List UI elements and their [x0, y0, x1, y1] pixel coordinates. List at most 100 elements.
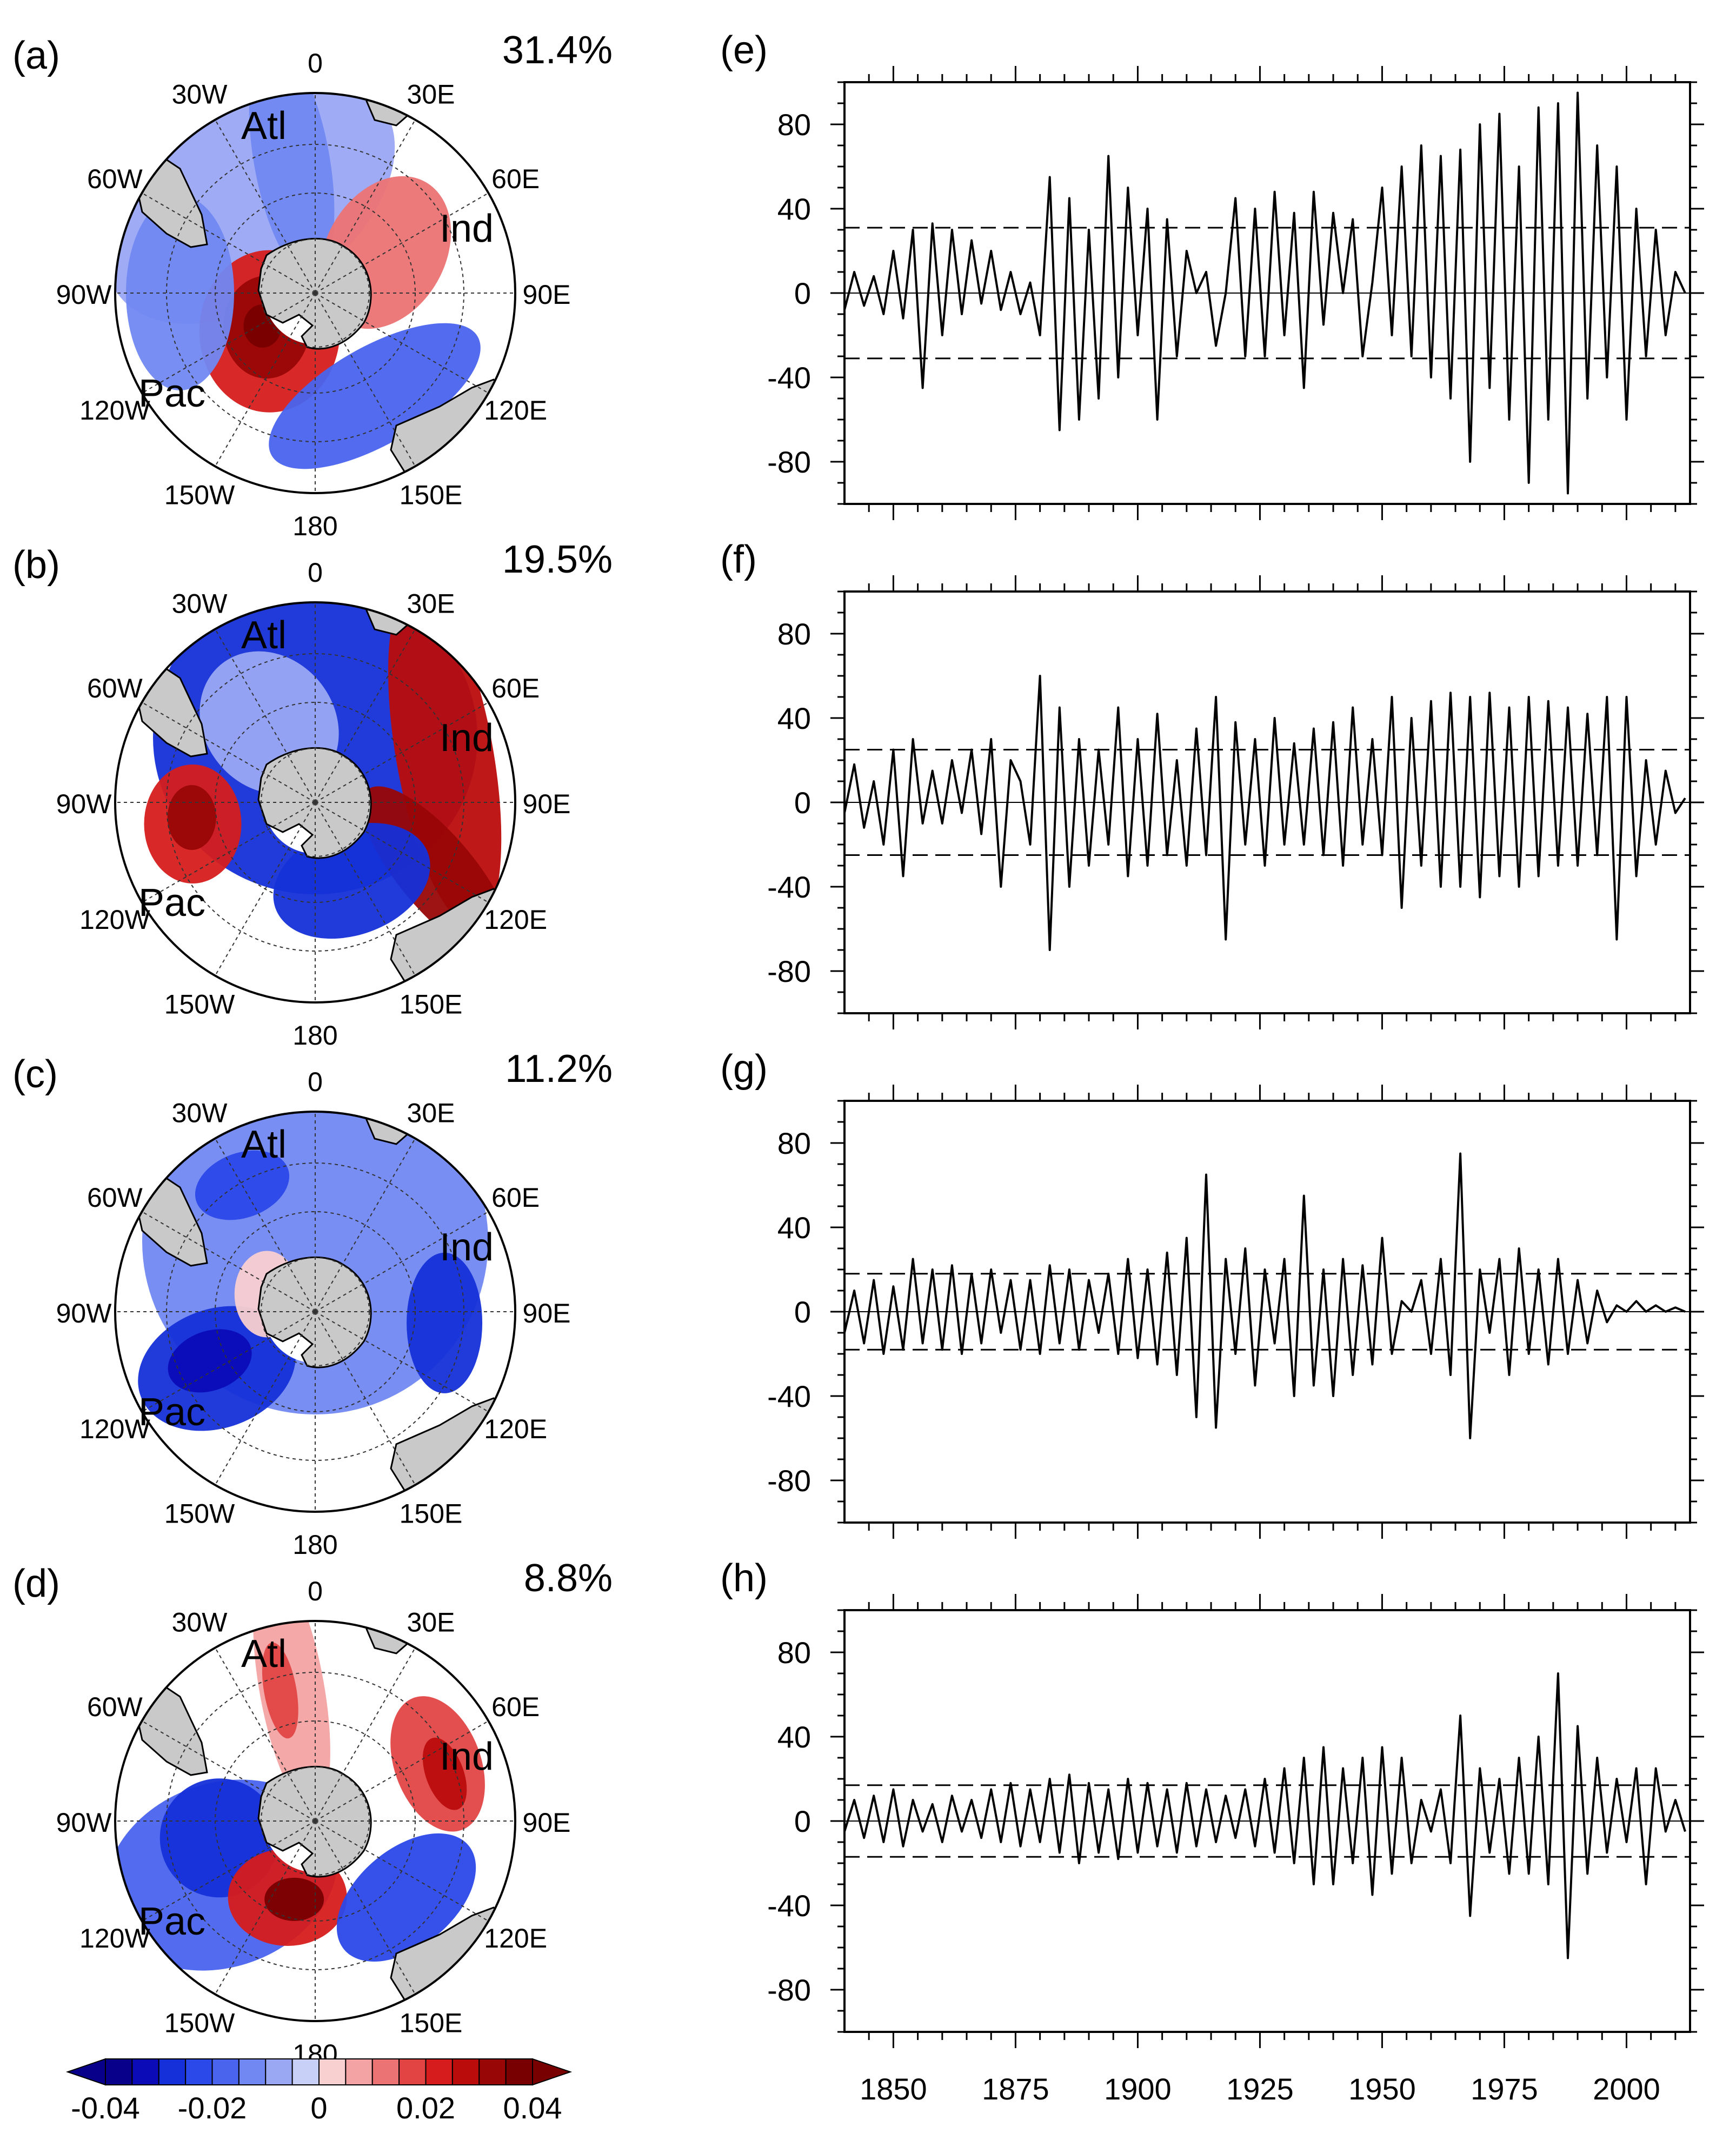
basin-label: Atl: [241, 104, 287, 148]
longitude-label: 90W: [56, 789, 112, 819]
longitude-label: 0: [308, 1067, 323, 1097]
longitude-label: 30W: [172, 79, 228, 109]
longitude-label: 180: [292, 1020, 337, 1051]
longitude-label: 30W: [172, 1098, 228, 1128]
explained-variance: 19.5%: [502, 538, 613, 581]
x-tick-label: 1875: [982, 2072, 1049, 2106]
longitude-label: 120W: [79, 1414, 150, 1444]
y-tick-label: 0: [794, 1804, 811, 1838]
colorbar-tick-label: -0.04: [71, 2091, 140, 2125]
colorbar-box: [131, 2058, 159, 2085]
y-tick-label: 80: [777, 1636, 811, 1670]
longitude-label: 150E: [400, 989, 463, 1020]
y-tick-label: 40: [777, 701, 811, 735]
longitude-label: 30W: [172, 1607, 228, 1637]
series-panel-label: (h): [720, 1557, 768, 1600]
series-line: [843, 675, 1686, 951]
y-tick-label: 0: [794, 786, 811, 820]
map-panel-label: (c): [12, 1053, 58, 1096]
colorbar-box: [185, 2058, 213, 2085]
y-tick-label: -80: [767, 445, 811, 479]
colorbar-max-arrow: [532, 2058, 573, 2086]
longitude-label: 120W: [79, 395, 150, 426]
y-tick-label: -40: [767, 1889, 811, 1923]
x-tick-label: 1950: [1348, 2072, 1416, 2106]
longitude-label: 30E: [407, 1098, 455, 1128]
basin-label: Pac: [138, 881, 205, 925]
longitude-label: 150W: [164, 1499, 235, 1529]
y-tick-label: 40: [777, 1720, 811, 1754]
longitude-label: 30E: [407, 1607, 455, 1637]
longitude-label: 150W: [164, 989, 235, 1020]
x-tick-label: 1900: [1104, 2072, 1172, 2106]
longitude-label: 90W: [56, 280, 112, 310]
basin-label: Ind: [440, 1735, 494, 1778]
longitude-label: 0: [308, 48, 323, 78]
longitude-label: 180: [292, 511, 337, 541]
longitude-label: 60W: [87, 164, 143, 194]
series-panel-label: (e): [720, 29, 768, 72]
y-tick-label: 80: [777, 108, 811, 142]
longitude-label: 90E: [523, 1298, 571, 1328]
colorbar-box: [318, 2058, 347, 2085]
y-tick-label: 80: [777, 1126, 811, 1160]
series-panel-label: (f): [720, 538, 757, 581]
longitude-label: 150E: [400, 1499, 463, 1529]
map-panel-d: 030E60E90E120E150E180150W120W90W60W30WAt…: [12, 1557, 613, 2069]
series-line: [843, 1152, 1686, 1439]
longitude-label: 60E: [491, 673, 540, 703]
y-tick-label: 40: [777, 1211, 811, 1245]
basin-label: Ind: [440, 1226, 494, 1269]
longitude-label: 90E: [523, 280, 571, 310]
longitude-label: 120E: [484, 905, 547, 935]
map-panel-c: 0 30E 60E 90E 120E 150E 180 150W 120W 90W 60W 30W At…: [12, 1047, 613, 1560]
series-panel-label: (g): [720, 1047, 768, 1091]
longitude-label: 60W: [87, 1182, 143, 1213]
map-panel-a: 0 30E 60E 90E 120E 150E 180 150W 120W 90W 60W 30W At…: [12, 29, 613, 541]
longitude-label: 90E: [523, 789, 571, 819]
y-tick-label: -40: [767, 361, 811, 395]
basin-label: Ind: [440, 207, 494, 250]
map-panel-label: (b): [12, 543, 60, 587]
basin-label: Atl: [241, 1123, 287, 1166]
longitude-label: 30E: [407, 588, 455, 619]
longitude-label: 60W: [87, 1692, 143, 1722]
y-tick-label: -40: [767, 870, 811, 904]
x-tick-label: 2000: [1593, 2072, 1660, 2106]
colorbar-box: [291, 2058, 320, 2085]
basin-label: Pac: [138, 1900, 205, 1943]
longitude-label: 180: [292, 1530, 337, 1560]
longitude-label: 90W: [56, 1808, 112, 1838]
colorbar-box: [425, 2058, 453, 2085]
colorbar-box: [265, 2058, 293, 2085]
longitude-label: 90E: [523, 1808, 571, 1838]
colorbar-tick-label: 0.04: [503, 2091, 562, 2125]
x-tick-label: 1975: [1471, 2072, 1538, 2106]
colorbar-box: [451, 2058, 480, 2085]
longitude-label: 120E: [484, 395, 547, 426]
longitude-label: 120E: [484, 1414, 547, 1444]
longitude-label: 150E: [400, 2008, 463, 2038]
y-tick-label: 80: [777, 617, 811, 651]
y-tick-label: -80: [767, 1464, 811, 1498]
colorbar-box: [345, 2058, 373, 2085]
x-tick-label: 1850: [860, 2072, 927, 2106]
longitude-label: 120W: [79, 905, 150, 935]
colorbar-box: [398, 2058, 427, 2085]
longitude-label: 0: [308, 1576, 323, 1606]
basin-label: Atl: [241, 614, 287, 657]
colorbar-box: [238, 2058, 267, 2085]
colorbar-box: [478, 2058, 507, 2085]
longitude-label: 120W: [79, 1923, 150, 1953]
y-tick-label: -80: [767, 1973, 811, 2007]
series-panel: (e) -80 -40 0 40 80: [720, 29, 1704, 520]
longitude-label: 150W: [164, 480, 235, 510]
longitude-label: 30W: [172, 588, 228, 619]
basin-label: Pac: [138, 1391, 205, 1434]
y-tick-label: -40: [767, 1379, 811, 1413]
x-tick-label: 1925: [1226, 2072, 1294, 2106]
basin-label: Pac: [138, 372, 205, 415]
colorbar-tick-label: 0.02: [396, 2091, 455, 2125]
y-tick-label: 40: [777, 192, 811, 226]
